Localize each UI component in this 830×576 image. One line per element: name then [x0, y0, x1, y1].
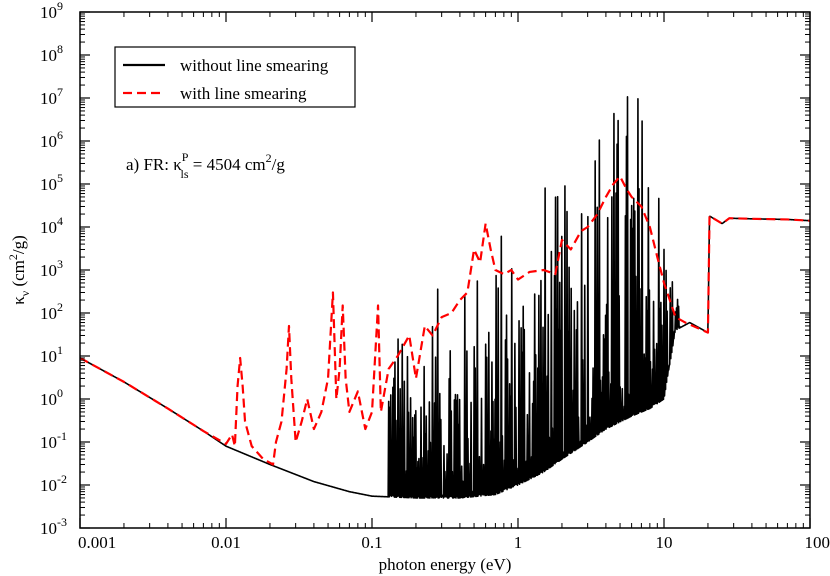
y-tick-label: 108 [40, 42, 63, 65]
annotation-tail: /g [272, 155, 286, 174]
annotation-post: = 4504 cm [189, 155, 266, 174]
x-tick-label: 1 [514, 533, 523, 552]
annotation-sup2: 2 [266, 151, 272, 165]
series-with-line-smearing [79, 175, 811, 466]
y-tick-label: 106 [40, 128, 63, 151]
svg-text:κν (cm2/g): κν (cm2/g) [6, 235, 32, 305]
y-tick-label: 105 [40, 171, 63, 194]
x-tick-label: 0.01 [211, 533, 241, 552]
x-axis-title: photon energy (eV) [379, 555, 512, 574]
x-tick-label: 100 [805, 533, 830, 552]
series-layer [79, 96, 811, 499]
y-tick-label: 10-2 [40, 472, 67, 495]
x-tick-label: 0.001 [78, 533, 116, 552]
y-tick-label: 103 [40, 257, 63, 280]
y-tick-label: 101 [40, 343, 63, 366]
y-tick-label: 107 [40, 85, 63, 108]
y-tick-label: 104 [40, 214, 63, 237]
y-axis-unit-pre: (cm [9, 260, 28, 291]
legend-box [114, 46, 356, 108]
y-axis-subscript: ν [18, 290, 32, 296]
y-tick-label: 10-3 [40, 515, 67, 538]
x-tick-label: 10 [656, 533, 673, 552]
y-tick-label: 102 [40, 300, 63, 323]
x-tick-label: 0.1 [361, 533, 382, 552]
y-axis-unit-sup: 2 [6, 254, 20, 260]
annotation-pre: a) FR: κ [126, 155, 182, 174]
y-tick-label: 109 [40, 0, 63, 22]
legend: without line smearing with line smearing [114, 46, 356, 108]
y-axis-title: κν (cm2/g) [6, 235, 32, 305]
y-axis-symbol: κ [9, 296, 28, 305]
y-axis-unit-post: /g) [9, 235, 28, 254]
annotation: a) FR: κP ls = 4504 cm2/g [126, 150, 285, 181]
legend-label-black: without line smearing [180, 56, 329, 75]
annotation-sub: ls [180, 167, 188, 181]
y-tick-label: 100 [40, 386, 63, 409]
y-tick-label: 10-1 [40, 429, 67, 452]
axes-layer: 0.001 0.01 0.1 1 10 100 10-3 10-2 10-1 100 101 102 1… [40, 0, 830, 552]
legend-label-red: with line smearing [180, 84, 307, 103]
annotation-sup: P [182, 150, 189, 164]
